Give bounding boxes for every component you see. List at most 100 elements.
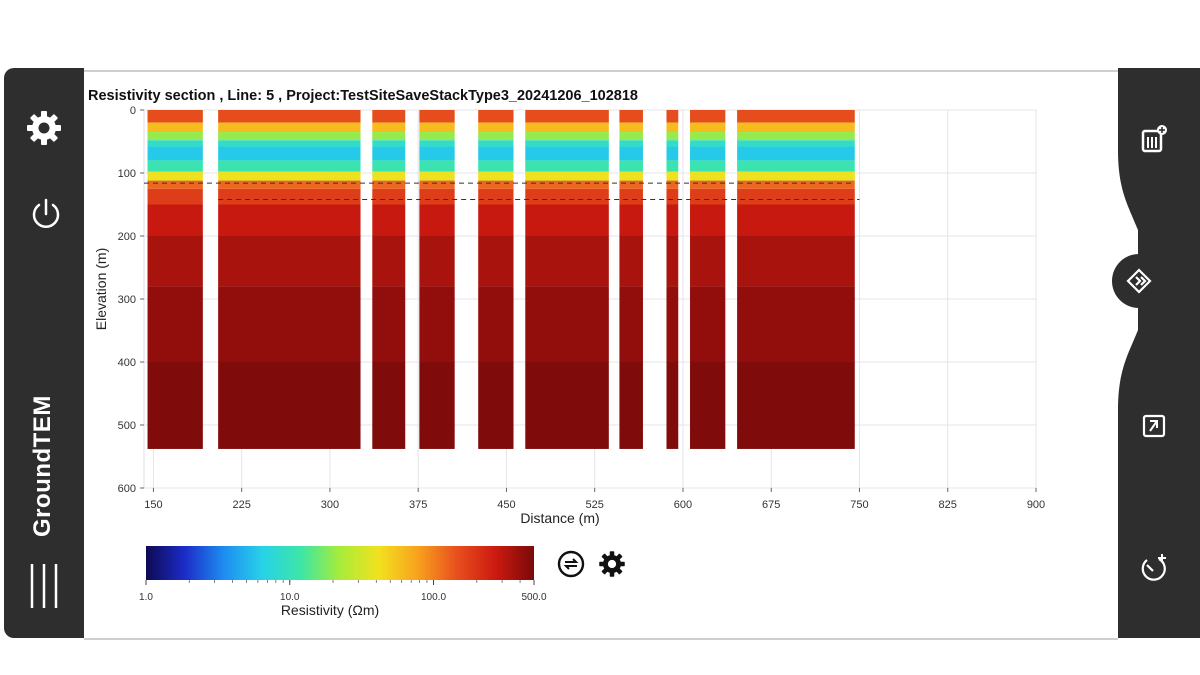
resistivity-cell bbox=[525, 122, 609, 133]
resistivity-cell bbox=[666, 180, 679, 189]
swap-colors-button[interactable] bbox=[556, 549, 586, 579]
resistivity-cell bbox=[525, 140, 609, 147]
section-segment bbox=[218, 110, 361, 449]
resistivity-cell bbox=[419, 146, 455, 161]
zoom-fit-icon bbox=[1142, 414, 1166, 438]
resistivity-cell bbox=[147, 286, 203, 362]
resistivity-cell bbox=[372, 286, 406, 362]
resistivity-cell bbox=[478, 132, 514, 141]
resistivity-cell bbox=[419, 180, 455, 189]
y-axis-title: Elevation (m) bbox=[93, 248, 109, 330]
resistivity-cell bbox=[737, 362, 855, 449]
colorbar-tick-label: 10.0 bbox=[280, 592, 300, 603]
resistivity-cell bbox=[218, 110, 361, 123]
resistivity-section-chart[interactable]: 150 225 300 375 450 525 600 675 750 825 900 0 100 20… bbox=[84, 100, 1114, 630]
resistivity-cell bbox=[690, 188, 726, 205]
x-tick-label: 525 bbox=[586, 499, 604, 511]
resistivity-cell bbox=[419, 204, 455, 236]
resistivity-cell bbox=[619, 110, 643, 123]
zoom-fit-button[interactable] bbox=[1136, 408, 1172, 444]
resistivity-cell bbox=[147, 160, 203, 172]
resistivity-cell bbox=[218, 286, 361, 362]
resistivity-cell bbox=[478, 171, 514, 181]
x-tick-label: 300 bbox=[321, 499, 339, 511]
resistivity-cell bbox=[525, 236, 609, 287]
y-tick-label: 300 bbox=[118, 294, 136, 306]
resistivity-cell bbox=[690, 180, 726, 189]
resistivity-cell bbox=[690, 286, 726, 362]
x-tick-label: 450 bbox=[497, 499, 515, 511]
y-tick-label: 0 bbox=[130, 105, 136, 117]
x-tick-label: 825 bbox=[939, 499, 957, 511]
resistivity-cell bbox=[372, 146, 406, 161]
resistivity-cell bbox=[478, 236, 514, 287]
resistivity-cell bbox=[666, 188, 679, 205]
resistivity-cell bbox=[666, 110, 679, 123]
resistivity-cell bbox=[690, 122, 726, 133]
resistivity-cell bbox=[419, 132, 455, 141]
x-tick-label: 900 bbox=[1027, 499, 1045, 511]
resistivity-cell bbox=[478, 122, 514, 133]
resistivity-cell bbox=[666, 146, 679, 161]
colorbar-tick-label: 500.0 bbox=[521, 592, 546, 603]
chart-title: Resistivity section , Line: 5 , Project:… bbox=[88, 88, 638, 104]
resistivity-cell bbox=[737, 146, 855, 161]
resistivity-cell bbox=[690, 132, 726, 141]
settings-button[interactable] bbox=[20, 106, 68, 150]
resistivity-cell bbox=[737, 110, 855, 123]
resistivity-cell bbox=[690, 204, 726, 236]
resistivity-cell bbox=[619, 122, 643, 133]
y-tick-label: 400 bbox=[118, 357, 136, 369]
resistivity-cell bbox=[666, 204, 679, 236]
resistivity-cell bbox=[737, 171, 855, 181]
resistivity-cell bbox=[147, 110, 203, 123]
diamond-navigation-icon bbox=[1126, 268, 1152, 294]
resistivity-cell bbox=[525, 146, 609, 161]
menu-button[interactable] bbox=[24, 560, 64, 612]
colorbar-ticks: 1.0 10.0 100.0 500.0 bbox=[139, 580, 547, 603]
x-tick-label: 750 bbox=[850, 499, 868, 511]
colorbar-settings-button[interactable] bbox=[597, 549, 627, 579]
resistivity-cell bbox=[478, 204, 514, 236]
section-segment bbox=[690, 110, 726, 449]
resistivity-cell bbox=[147, 180, 203, 189]
resistivity-cell bbox=[372, 122, 406, 133]
x-tick-label: 675 bbox=[762, 499, 780, 511]
resistivity-cell bbox=[419, 122, 455, 133]
resistivity-cell bbox=[619, 204, 643, 236]
resistivity-cell bbox=[147, 140, 203, 147]
resistivity-cell bbox=[372, 180, 406, 189]
resistivity-cell bbox=[619, 146, 643, 161]
section-segment bbox=[419, 110, 455, 449]
resistivity-cell bbox=[737, 188, 855, 205]
resistivity-cell bbox=[619, 132, 643, 141]
y-tick-label: 600 bbox=[118, 483, 136, 495]
resistivity-cell bbox=[218, 188, 361, 205]
resistivity-cell bbox=[372, 132, 406, 141]
resistivity-cell bbox=[666, 132, 679, 141]
section-segment bbox=[372, 110, 406, 449]
timer-add-button[interactable] bbox=[1134, 548, 1174, 588]
resistivity-cell bbox=[147, 146, 203, 161]
resistivity-cell bbox=[525, 286, 609, 362]
resistivity-cell bbox=[372, 204, 406, 236]
x-tick-label: 375 bbox=[409, 499, 427, 511]
resistivity-cell bbox=[525, 160, 609, 172]
import-data-button[interactable] bbox=[1134, 118, 1174, 158]
hamburger-menu-icon bbox=[30, 564, 58, 608]
resistivity-cell bbox=[478, 146, 514, 161]
resistivity-cell bbox=[666, 236, 679, 287]
resistivity-cell bbox=[419, 362, 455, 449]
resistivity-cell bbox=[372, 110, 406, 123]
resistivity-cell bbox=[690, 110, 726, 123]
resistivity-cell bbox=[478, 180, 514, 189]
navigation-button[interactable] bbox=[1112, 254, 1166, 308]
resistivity-cell bbox=[372, 160, 406, 172]
section-segment bbox=[478, 110, 514, 449]
resistivity-cell bbox=[478, 286, 514, 362]
colorbar bbox=[146, 546, 534, 580]
resistivity-cell bbox=[478, 140, 514, 147]
power-button[interactable] bbox=[24, 192, 68, 236]
resistivity-cell bbox=[737, 140, 855, 147]
resistivity-cell bbox=[372, 362, 406, 449]
